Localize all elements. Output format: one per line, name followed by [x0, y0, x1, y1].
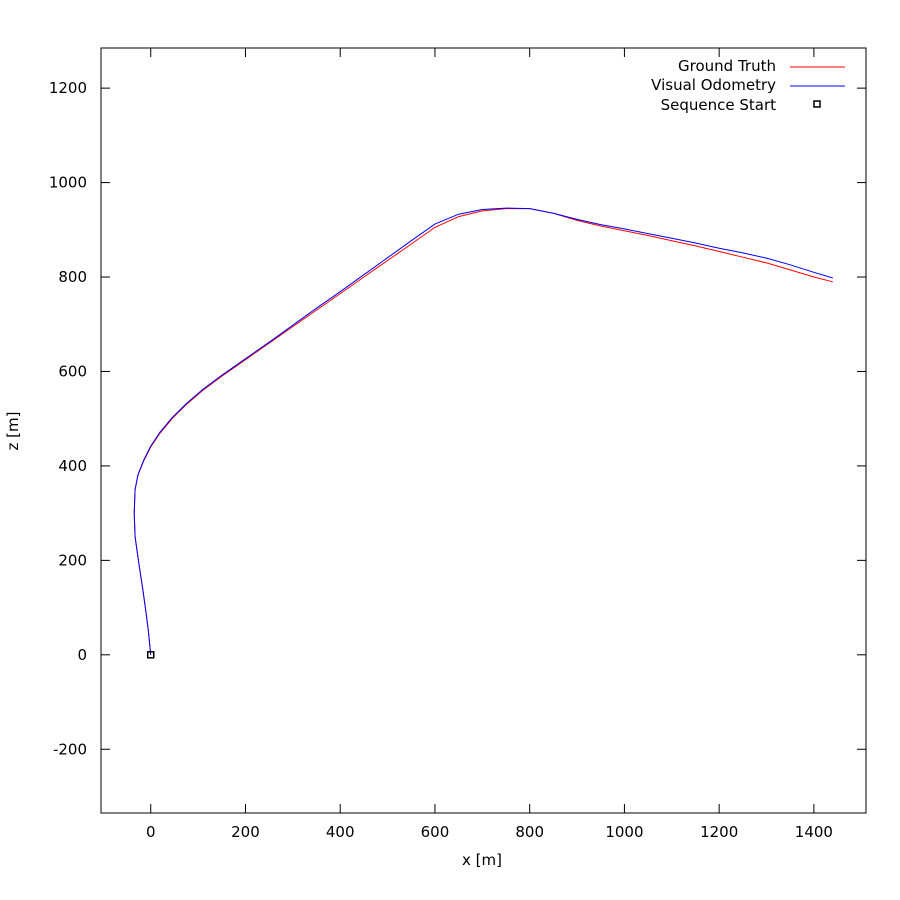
y-tick-label-7: 1200 — [49, 79, 87, 97]
x-tick-label-0: 0 — [146, 823, 156, 841]
x-tick-label-2: 400 — [326, 823, 355, 841]
marker-sequence-start — [146, 651, 155, 659]
series-ground-truth — [133, 208, 833, 655]
x-tick-label-5: 1000 — [605, 823, 643, 841]
legend-label-visual-odometry: Visual Odometry — [651, 76, 776, 94]
axis-ticks — [101, 48, 866, 813]
series-layer — [133, 207, 833, 659]
y-tick-label-5: 800 — [58, 268, 87, 286]
legend-label-ground-truth: Ground Truth — [678, 57, 776, 75]
x-tick-label-1: 200 — [231, 823, 260, 841]
x-tick-label-7: 1400 — [795, 823, 833, 841]
y-tick-label-6: 1000 — [49, 174, 87, 192]
plot-frame — [100, 47, 867, 814]
y-tick-label-0: -200 — [53, 740, 87, 758]
y-axis-label: z [m] — [4, 412, 22, 451]
y-tick-label-1: 0 — [77, 646, 87, 664]
y-tick-label-2: 200 — [58, 551, 87, 569]
series-visual-odometry — [133, 207, 833, 655]
x-tick-label-3: 600 — [421, 823, 450, 841]
legend: Ground Truth Visual Odometry Sequence St… — [651, 57, 845, 114]
tick-labels: 0 200 400 600 800 1000 1200 1400 -200 0 200 400 600 8… — [49, 79, 833, 841]
x-axis-label: x [m] — [462, 851, 502, 869]
y-tick-label-4: 600 — [58, 362, 87, 380]
x-tick-label-4: 800 — [515, 823, 544, 841]
legend-swatch-sequence-start — [813, 100, 821, 108]
x-tick-label-6: 1200 — [700, 823, 738, 841]
legend-label-sequence-start: Sequence Start — [661, 96, 777, 114]
y-tick-label-3: 400 — [58, 457, 87, 475]
